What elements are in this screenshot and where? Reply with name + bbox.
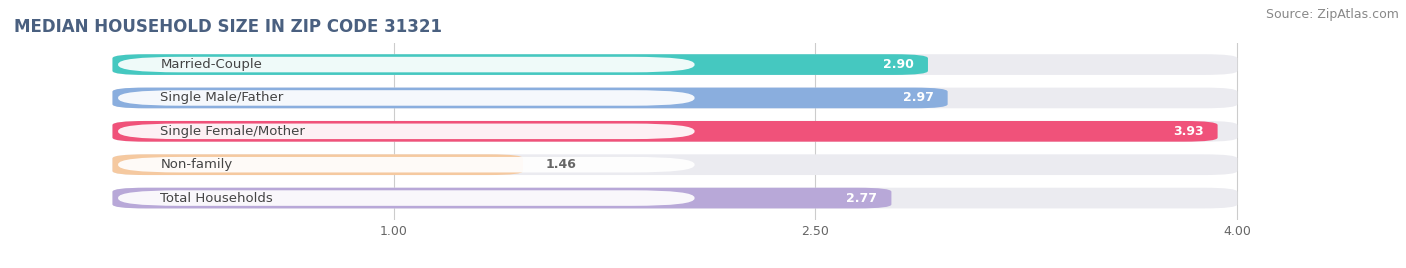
- FancyBboxPatch shape: [112, 154, 523, 175]
- Text: Source: ZipAtlas.com: Source: ZipAtlas.com: [1265, 8, 1399, 21]
- FancyBboxPatch shape: [118, 57, 695, 72]
- Text: 3.93: 3.93: [1173, 125, 1204, 138]
- FancyBboxPatch shape: [112, 188, 891, 209]
- FancyBboxPatch shape: [112, 54, 1237, 75]
- FancyBboxPatch shape: [118, 157, 695, 172]
- FancyBboxPatch shape: [112, 88, 948, 108]
- FancyBboxPatch shape: [112, 154, 1237, 175]
- FancyBboxPatch shape: [112, 188, 1237, 209]
- FancyBboxPatch shape: [112, 88, 1237, 108]
- Text: Married-Couple: Married-Couple: [160, 58, 262, 71]
- FancyBboxPatch shape: [118, 90, 695, 106]
- Text: 1.46: 1.46: [546, 158, 576, 171]
- Text: 2.90: 2.90: [883, 58, 914, 71]
- FancyBboxPatch shape: [112, 121, 1237, 142]
- Text: Single Male/Father: Single Male/Father: [160, 91, 284, 105]
- Text: 2.77: 2.77: [846, 192, 877, 204]
- Text: MEDIAN HOUSEHOLD SIZE IN ZIP CODE 31321: MEDIAN HOUSEHOLD SIZE IN ZIP CODE 31321: [14, 18, 441, 36]
- Text: Total Households: Total Households: [160, 192, 273, 204]
- FancyBboxPatch shape: [118, 190, 695, 206]
- Text: 2.97: 2.97: [903, 91, 934, 105]
- FancyBboxPatch shape: [112, 121, 1218, 142]
- FancyBboxPatch shape: [112, 54, 928, 75]
- FancyBboxPatch shape: [118, 124, 695, 139]
- Text: Single Female/Mother: Single Female/Mother: [160, 125, 305, 138]
- Text: Non-family: Non-family: [160, 158, 232, 171]
